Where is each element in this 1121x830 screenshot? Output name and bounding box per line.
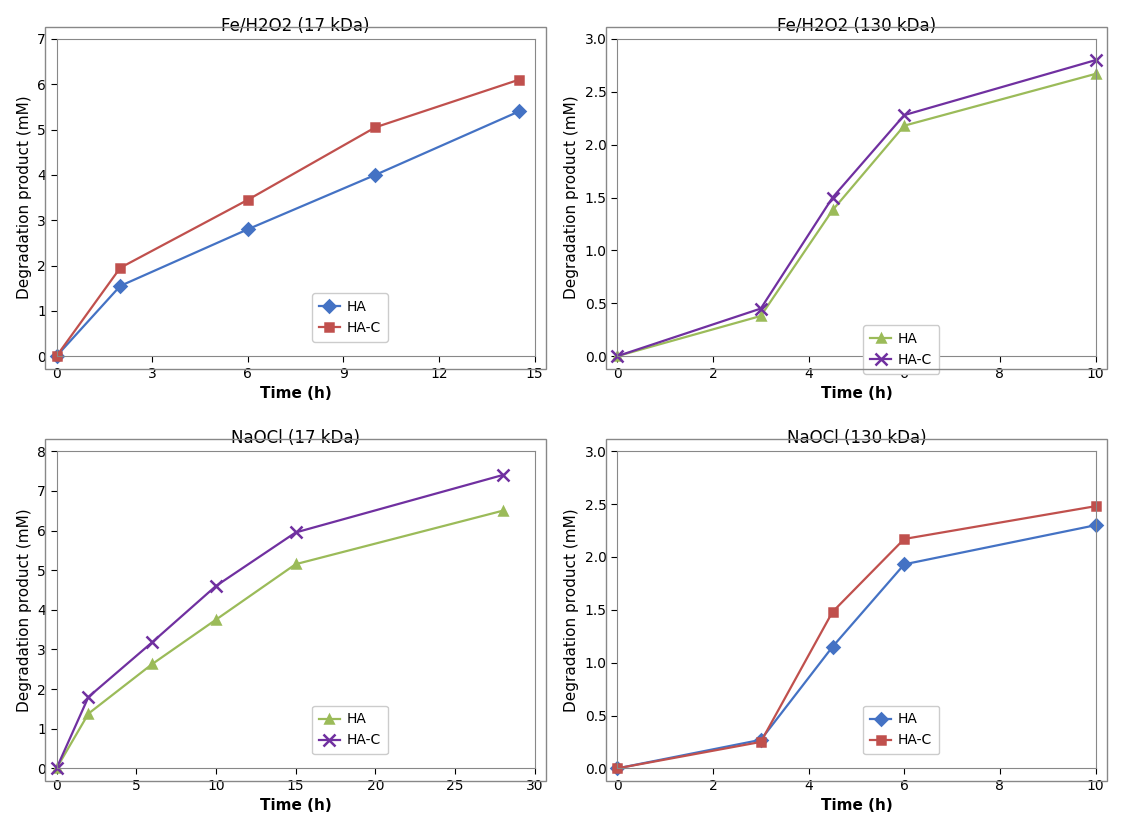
Line: HA: HA (53, 107, 522, 360)
Line: HA: HA (613, 70, 1100, 360)
HA (210, 615, 223, 625)
HA-C (898, 110, 911, 120)
HA (826, 642, 840, 652)
HA (512, 106, 526, 116)
Line: HA: HA (613, 521, 1100, 773)
HA-C (611, 764, 624, 774)
HA (826, 205, 840, 215)
HA-C (289, 528, 303, 538)
HA (146, 659, 159, 669)
X-axis label: Time (h): Time (h) (260, 386, 332, 401)
X-axis label: Time (h): Time (h) (821, 386, 892, 401)
Line: HA: HA (53, 506, 507, 773)
HA-C (898, 534, 911, 544)
Y-axis label: Degradation product (mM): Degradation product (mM) (17, 95, 31, 300)
HA (369, 170, 382, 180)
HA-C (49, 764, 63, 774)
HA-C (146, 637, 159, 647)
HA-C (49, 351, 63, 361)
HA (49, 764, 63, 774)
HA (898, 559, 911, 569)
HA-C (754, 304, 768, 314)
HA (241, 224, 254, 234)
Line: HA-C: HA-C (50, 470, 509, 774)
HA (1088, 520, 1102, 530)
Legend: HA, HA-C: HA, HA-C (312, 293, 388, 342)
HA-C (113, 263, 127, 273)
HA-C (754, 737, 768, 747)
Title: NaOCl (17 kDa): NaOCl (17 kDa) (231, 429, 360, 447)
HA-C (369, 122, 382, 132)
HA (611, 764, 624, 774)
HA (754, 311, 768, 321)
Line: HA-C: HA-C (613, 502, 1100, 773)
Y-axis label: Degradation product (mM): Degradation product (mM) (564, 508, 580, 711)
HA (1088, 69, 1102, 79)
HA (754, 735, 768, 745)
HA-C (497, 470, 510, 480)
Y-axis label: Degradation product (mM): Degradation product (mM) (17, 508, 31, 711)
X-axis label: Time (h): Time (h) (260, 798, 332, 813)
X-axis label: Time (h): Time (h) (821, 798, 892, 813)
Legend: HA, HA-C: HA, HA-C (863, 325, 939, 374)
HA (82, 709, 95, 719)
HA-C (1088, 55, 1102, 65)
Title: Fe/H2O2 (17 kDa): Fe/H2O2 (17 kDa) (221, 17, 370, 35)
HA-C (611, 351, 624, 361)
HA-C (512, 75, 526, 85)
Legend: HA, HA-C: HA, HA-C (312, 706, 388, 754)
Title: Fe/H2O2 (130 kDa): Fe/H2O2 (130 kDa) (777, 17, 936, 35)
HA (497, 505, 510, 515)
HA-C (210, 581, 223, 591)
HA (113, 281, 127, 290)
Line: HA-C: HA-C (612, 55, 1101, 362)
HA (289, 559, 303, 569)
Line: HA-C: HA-C (53, 76, 522, 360)
HA (898, 120, 911, 130)
HA-C (82, 692, 95, 702)
HA-C (241, 195, 254, 205)
HA (49, 351, 63, 361)
Y-axis label: Degradation product (mM): Degradation product (mM) (564, 95, 580, 300)
HA-C (826, 193, 840, 203)
Legend: HA, HA-C: HA, HA-C (863, 706, 939, 754)
HA (611, 351, 624, 361)
HA-C (1088, 501, 1102, 511)
Title: NaOCl (130 kDa): NaOCl (130 kDa) (787, 429, 926, 447)
HA-C (826, 607, 840, 617)
